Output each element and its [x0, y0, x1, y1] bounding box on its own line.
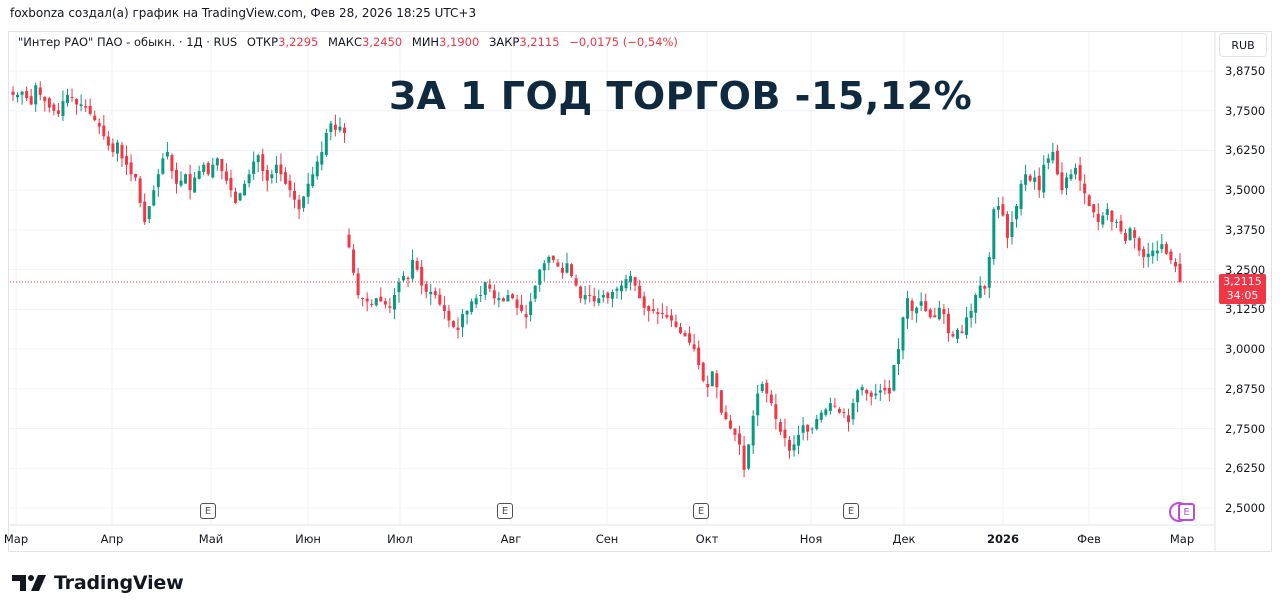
- chart-annotation-headline: ЗА 1 ГОД ТОРГОВ -15,12%: [389, 74, 973, 118]
- price-axis-label: 3,0000: [1225, 342, 1266, 357]
- currency-button[interactable]: RUB: [1219, 33, 1267, 57]
- price-axis-label: 3,1250: [1225, 302, 1266, 317]
- price-axis-label: 2,6250: [1225, 461, 1266, 476]
- grid-lines: [9, 32, 1216, 551]
- time-axis-label: Апр: [100, 532, 124, 546]
- last-price-value: 3,2115: [1223, 275, 1262, 288]
- close-label: ЗАКР: [488, 35, 520, 49]
- low-label: МИН: [411, 35, 440, 49]
- future-earnings-marker[interactable]: E: [1169, 502, 1201, 522]
- candles: [11, 81, 1182, 478]
- earnings-icon[interactable]: E: [693, 503, 709, 519]
- price-axis-label: 3,2500: [1225, 262, 1266, 277]
- open-value: 3,2295: [278, 35, 319, 49]
- earnings-icon[interactable]: E: [843, 503, 859, 519]
- earnings-icon: E: [1178, 503, 1195, 521]
- price-axis-label: 2,5000: [1225, 500, 1266, 515]
- time-axis-label: Май: [198, 532, 224, 546]
- chart-attribution: foxbonza создал(а) график на TradingView…: [10, 6, 477, 20]
- tradingview-logo-icon: [12, 575, 46, 591]
- price-axis-label: 2,7500: [1225, 421, 1266, 436]
- time-axis-label: Сен: [595, 532, 619, 546]
- tradingview-logo[interactable]: TradingView: [12, 572, 184, 594]
- earnings-icon[interactable]: E: [200, 503, 216, 519]
- symbol-name[interactable]: "Интер РАО" ПАО - обыкн. · 1Д · RUS: [18, 35, 238, 49]
- change-value: −0,0175 (−0,54%): [569, 35, 678, 49]
- time-axis-label: Ноя: [799, 532, 823, 546]
- open-label: ОТКР: [246, 35, 279, 49]
- price-axis-label: 3,7500: [1225, 103, 1266, 118]
- high-value: 3,2450: [361, 35, 403, 49]
- tradingview-logo-text: TradingView: [54, 572, 184, 594]
- symbol-legend: "Интер РАО" ПАО - обыкн. · 1Д · RUS ОТКР…: [18, 35, 678, 49]
- price-axis-label: 3,6250: [1225, 143, 1266, 158]
- price-axis-label: 3,3750: [1225, 222, 1266, 237]
- time-axis-label: Окт: [695, 532, 719, 546]
- time-axis-label: Дек: [892, 532, 916, 546]
- high-label: МАКС: [328, 35, 362, 49]
- time-axis-label: Мар: [1169, 532, 1195, 546]
- time-axis-label: Фев: [1077, 532, 1101, 546]
- time-axis-label: Июл: [387, 532, 413, 546]
- time-axis-label: Июн: [295, 532, 321, 546]
- last-price-tag: 3,2115 34:05: [1219, 274, 1266, 304]
- time-axis-label: Авг: [500, 532, 522, 546]
- price-axis-label: 3,5000: [1225, 183, 1266, 198]
- price-axis-label: 3,8750: [1225, 64, 1266, 78]
- low-value: 3,1900: [439, 35, 480, 49]
- time-axis-label: Мар: [3, 532, 29, 546]
- close-value: 3,2115: [519, 35, 560, 49]
- price-axis-label: 2,8750: [1225, 381, 1266, 396]
- bar-countdown: 34:05: [1226, 289, 1259, 302]
- chart-frame: [8, 31, 1272, 552]
- earnings-icon[interactable]: E: [497, 503, 513, 519]
- time-axis-label: 2026: [986, 532, 1020, 546]
